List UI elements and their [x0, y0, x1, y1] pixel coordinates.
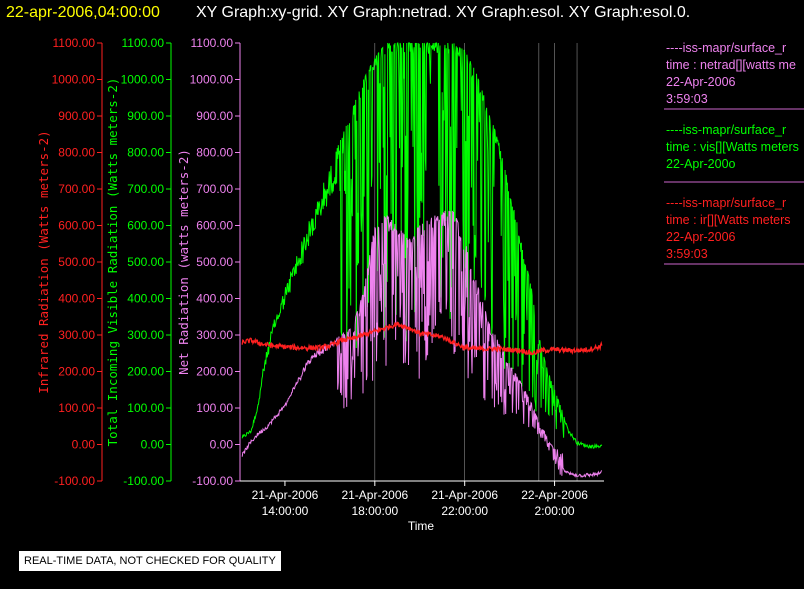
legend-line: time : netrad[][watts me [666, 58, 796, 72]
ir-y-tick-label: 1100.00 [53, 36, 96, 50]
net-y-tick-label: -100.00 [192, 474, 233, 488]
ir-y-tick-label: 1000.00 [52, 73, 96, 87]
vis-y-tick-label: 100.00 [127, 401, 164, 415]
vis-y-tick-label: 400.00 [127, 292, 164, 306]
ir-y-tick-label: 900.00 [58, 109, 95, 123]
ir-y-tick-label: -100.00 [54, 474, 95, 488]
vis-axis-label: Total Incoming Visible Radiation (Watts … [105, 78, 120, 447]
ir-y-tick-label: 400.00 [58, 292, 95, 306]
ir-y-tick-label: 800.00 [58, 146, 95, 160]
vis-y-tick-label: 700.00 [127, 182, 164, 196]
legend-line: 22-Apr-2006 [666, 75, 736, 89]
header-datetime: 22-apr-2006,04:00:00 [6, 4, 160, 21]
net-y-tick-label: 700.00 [196, 182, 233, 196]
ir-y-tick-label: 700.00 [58, 182, 95, 196]
vis-y-tick-label: 0.00 [141, 438, 165, 452]
legend-line: ----iss-mapr/surface_r [666, 41, 786, 55]
ir-y-tick-label: 500.00 [58, 255, 95, 269]
net-y-tick-label: 900.00 [196, 109, 233, 123]
header-graph-title: XY Graph:xy-grid. XY Graph:netrad. XY Gr… [196, 4, 690, 21]
legend-line: 22-Apr-2006 [666, 230, 736, 244]
net-y-tick-label: 600.00 [196, 219, 233, 233]
ir-y-tick-label: 200.00 [58, 365, 95, 379]
net-y-tick-label: 300.00 [196, 328, 233, 342]
x-axis-label: Time [408, 519, 435, 533]
x-tick-label: 14:00:00 [262, 504, 309, 518]
vis-y-tick-label: 300.00 [127, 328, 164, 342]
net-y-tick-label: 200.00 [196, 365, 233, 379]
legend-line: ----iss-mapr/surface_r [666, 123, 786, 137]
vis-y-tick-label: 1100.00 [122, 36, 165, 50]
net-series-line [241, 210, 603, 478]
ir-y-tick-label: 600.00 [58, 219, 95, 233]
ir-axis-label: Infrared Radiation (Watts meters-2) [36, 130, 51, 393]
net-y-tick-label: 0.00 [210, 438, 234, 452]
net-y-tick-label: 1100.00 [191, 36, 234, 50]
net-y-tick-label: 500.00 [196, 255, 233, 269]
quality-note: REAL-TIME DATA, NOT CHECKED FOR QUALITY [18, 550, 282, 572]
legend-line: 3:59:03 [666, 247, 708, 261]
x-tick-label: 21-Apr-2006 [341, 488, 408, 502]
net-y-tick-label: 100.00 [196, 401, 233, 415]
x-tick-label: 21-Apr-2006 [431, 488, 498, 502]
series-layer [241, 42, 603, 478]
net-axis-label: Net Radiation (watts meters-2) [176, 149, 191, 375]
x-tick-label: 22-Apr-2006 [521, 488, 588, 502]
ir-series-line [241, 321, 603, 356]
vis-series-line [241, 42, 603, 450]
axes-layer: 1100.00 1000.00 900.00 800.00 700.00 600.00 50… [52, 36, 604, 518]
ir-y-tick-label: 0.00 [72, 438, 96, 452]
legend-line: time : ir[][Watts meters [666, 213, 791, 227]
x-tick-label: 2:00:00 [535, 504, 575, 518]
vis-y-tick-label: 1000.00 [121, 73, 165, 87]
net-y-tick-label: 400.00 [196, 292, 233, 306]
vis-y-tick-label: 500.00 [127, 255, 164, 269]
x-tick-label: 18:00:00 [351, 504, 398, 518]
vis-y-tick-label: 800.00 [127, 146, 164, 160]
legend-line: 3:59:03 [666, 92, 708, 106]
ir-y-tick-label: 300.00 [58, 328, 95, 342]
vis-y-tick-label: -100.00 [123, 474, 164, 488]
legend-line: time : vis[][Watts meters [666, 140, 799, 154]
ir-y-tick-label: 100.00 [58, 401, 95, 415]
net-y-tick-label: 800.00 [196, 146, 233, 160]
vis-y-tick-label: 900.00 [127, 109, 164, 123]
x-tick-label: 21-Apr-2006 [252, 488, 319, 502]
vis-y-tick-label: 200.00 [127, 365, 164, 379]
net-y-tick-label: 1000.00 [190, 73, 234, 87]
legend-line: ----iss-mapr/surface_r [666, 196, 786, 210]
vis-y-tick-label: 600.00 [127, 219, 164, 233]
legend-line: 22-Apr-200o [666, 157, 736, 171]
x-tick-label: 22:00:00 [441, 504, 488, 518]
